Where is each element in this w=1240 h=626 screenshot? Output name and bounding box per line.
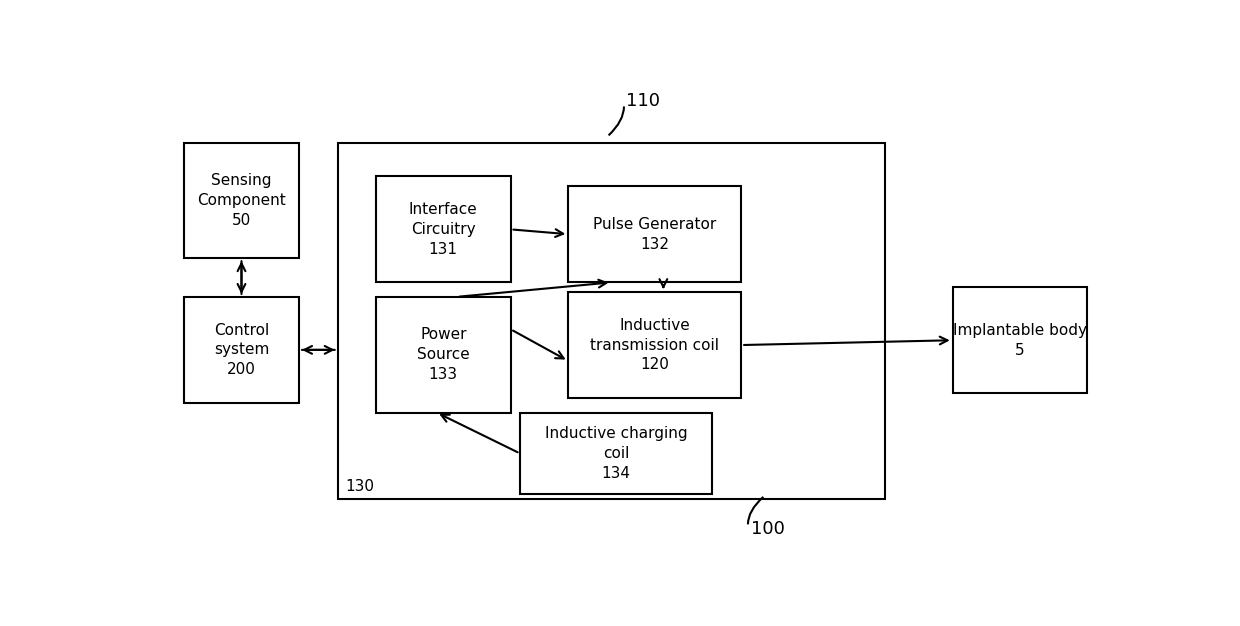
Text: Sensing
Component
50: Sensing Component 50 <box>197 173 286 228</box>
Text: Pulse Generator
132: Pulse Generator 132 <box>593 217 717 252</box>
Bar <box>376 297 511 413</box>
Text: 130: 130 <box>345 478 374 493</box>
Bar <box>568 186 742 282</box>
Text: Implantable body
5: Implantable body 5 <box>952 323 1087 357</box>
Text: Inductive charging
coil
134: Inductive charging coil 134 <box>544 426 688 481</box>
Text: Control
system
200: Control system 200 <box>213 322 269 377</box>
Text: 100: 100 <box>751 520 785 538</box>
Bar <box>568 292 742 398</box>
Text: Inductive
transmission coil
120: Inductive transmission coil 120 <box>590 318 719 372</box>
Bar <box>337 143 885 500</box>
Bar <box>184 297 299 403</box>
Text: 110: 110 <box>626 92 660 110</box>
Bar <box>521 413 713 495</box>
Bar <box>952 287 1087 393</box>
Text: Interface
Circuitry
131: Interface Circuitry 131 <box>409 202 477 257</box>
Bar <box>376 177 511 282</box>
Bar <box>184 143 299 259</box>
Text: Power
Source
133: Power Source 133 <box>417 327 470 382</box>
